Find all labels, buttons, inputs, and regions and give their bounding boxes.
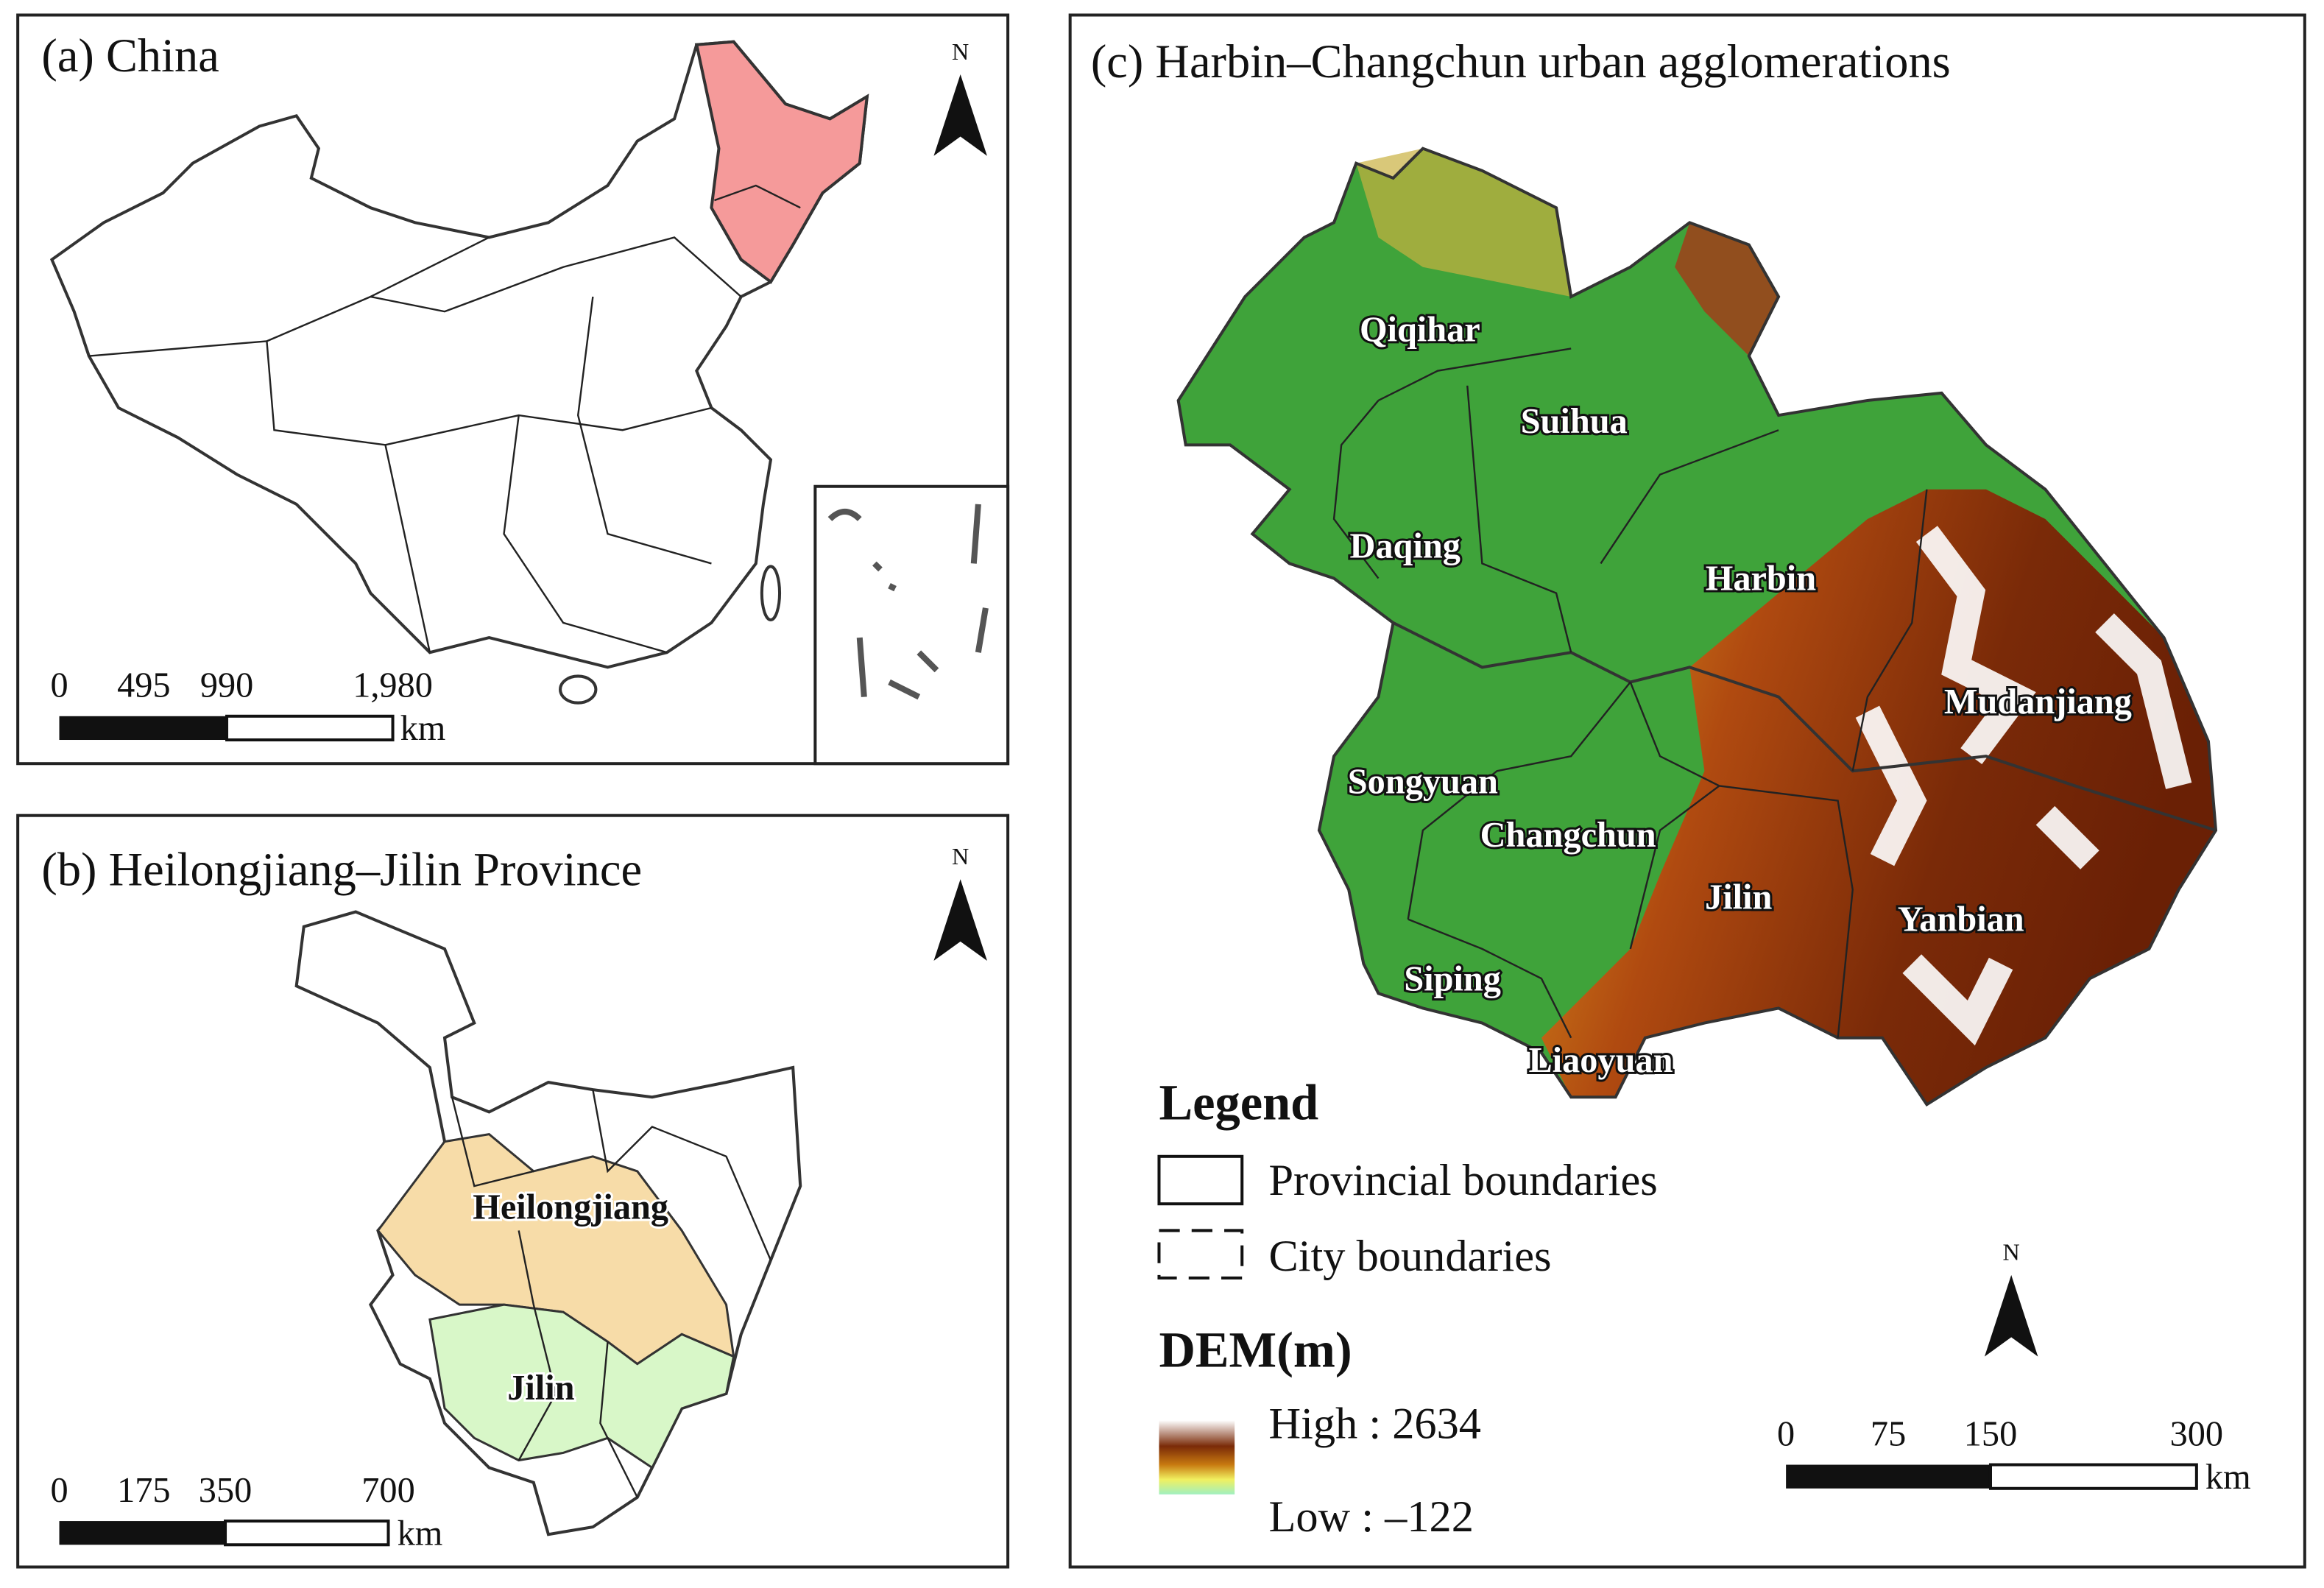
city-lines xyxy=(518,1230,557,1461)
city-boundary xyxy=(1600,429,1779,565)
scale-bar xyxy=(225,714,395,742)
city-label: Songyuan xyxy=(1348,762,1498,801)
scale-label: 0 xyxy=(50,666,68,705)
legend-swatch xyxy=(1157,1154,1244,1206)
city-label: Daqing xyxy=(1350,526,1461,565)
inset-islands xyxy=(827,504,989,700)
legend-title: Legend xyxy=(1159,1074,1318,1130)
province-lines xyxy=(576,296,712,565)
city-boundary xyxy=(1466,385,1572,653)
panel-title: (a) China xyxy=(41,29,219,82)
city-label: Yanbian xyxy=(1898,900,2024,939)
dem-title: DEM(m) xyxy=(1159,1322,1352,1378)
city-lines xyxy=(599,1341,638,1498)
heilongjiang-jilin-highlight xyxy=(694,40,869,284)
scale-bar xyxy=(59,716,227,741)
jilin-area xyxy=(428,1303,735,1469)
panel-title: (c) Harbin–Changchun urban agglomeration… xyxy=(1091,35,1951,88)
city-boundary xyxy=(1629,785,1720,950)
city-lines xyxy=(592,1089,772,1261)
scale-unit: km xyxy=(400,709,446,748)
dem-hills xyxy=(1356,148,1572,297)
city-label: Qiqihar xyxy=(1360,310,1480,349)
scale-bar xyxy=(224,1520,390,1547)
scale-bar xyxy=(1988,1463,2198,1490)
scale-label: 990 xyxy=(200,666,253,705)
scale-label: 300 xyxy=(2170,1414,2223,1453)
city-boundary xyxy=(1377,347,1572,402)
city-label: Mudanjiang xyxy=(1944,682,2132,721)
north-label: N xyxy=(2003,1239,2020,1266)
city-lines xyxy=(451,1096,534,1188)
dem-ramp xyxy=(1159,1420,1235,1495)
city-boundary xyxy=(1851,489,1928,772)
north-arrow xyxy=(1984,1274,2038,1357)
north-label: N xyxy=(952,38,969,65)
province-lines xyxy=(370,236,742,313)
scale-label: 350 xyxy=(199,1471,252,1510)
city-boundary xyxy=(1408,918,1572,1039)
region-label: Jilin xyxy=(507,1369,574,1408)
panel-a: (a) China N 0 495 990 1,980 km xyxy=(16,13,1010,766)
city-label: Jilin xyxy=(1705,878,1772,917)
legend-item: City boundaries xyxy=(1268,1232,1551,1281)
legend-item: Provincial boundaries xyxy=(1268,1156,1657,1205)
city-boundary xyxy=(1629,682,1854,1038)
scale-bar xyxy=(59,1521,226,1545)
province-lines xyxy=(266,341,431,653)
scale-label: 700 xyxy=(361,1471,414,1510)
scale-label: 1,980 xyxy=(353,666,433,705)
scale-bar xyxy=(1786,1464,1991,1489)
province-boundary xyxy=(1392,621,2217,832)
scale-label: 150 xyxy=(1964,1414,2017,1453)
province-lines xyxy=(714,184,801,209)
region-label: Heilongjiang xyxy=(473,1188,668,1227)
scale-label: 75 xyxy=(1871,1414,1906,1453)
province-lines xyxy=(503,414,668,654)
city-boundary xyxy=(1332,400,1380,579)
panel-b: (b) Heilongjiang–Jilin Province Heilongj… xyxy=(16,814,1010,1569)
north-label: N xyxy=(952,843,969,869)
city-label: Harbin xyxy=(1706,560,1816,599)
city-label: Suihua xyxy=(1521,402,1628,441)
province-lines xyxy=(385,406,712,446)
dem-hills xyxy=(1675,222,1779,356)
scale-unit: km xyxy=(398,1514,443,1553)
scale-label: 495 xyxy=(117,666,170,705)
panel-title: (b) Heilongjiang–Jilin Province xyxy=(41,843,642,895)
city-label: Liaoyuan xyxy=(1528,1041,1673,1080)
scale-label: 175 xyxy=(117,1471,170,1510)
hainan xyxy=(559,674,598,705)
scale-label: 0 xyxy=(1777,1414,1795,1453)
dem-low: Low : –122 xyxy=(1268,1492,1473,1542)
dem-peaks xyxy=(1855,526,2192,1046)
province-lines xyxy=(88,236,490,357)
scale-label: 0 xyxy=(50,1471,68,1510)
city-label: Siping xyxy=(1404,959,1501,998)
dem-highland xyxy=(1541,489,2217,1105)
china-outline xyxy=(49,40,869,669)
panel-c: (c) Harbin–Changchun urban agglomeration… xyxy=(1068,13,2306,1569)
dem-high: High : 2634 xyxy=(1268,1399,1481,1448)
city-label: Changchun xyxy=(1480,816,1656,855)
province-boundary xyxy=(1176,147,2218,1107)
legend-swatch xyxy=(1157,1229,1244,1280)
city-boundary xyxy=(1407,681,1631,920)
north-arrow xyxy=(933,74,987,156)
taiwan xyxy=(760,565,782,621)
north-arrow xyxy=(933,879,987,961)
scale-unit: km xyxy=(2205,1458,2251,1497)
